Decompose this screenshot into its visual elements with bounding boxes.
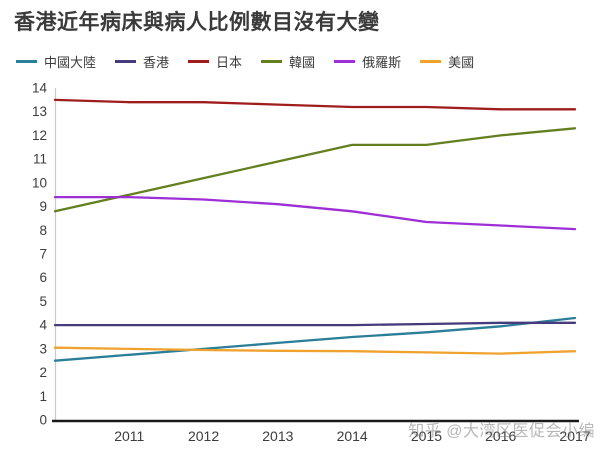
x-tick-label: 2014 [337, 428, 368, 444]
legend-label: 中國大陸 [44, 55, 97, 70]
x-tick-label: 2015 [411, 428, 442, 444]
legend-swatch-icon [261, 60, 283, 63]
legend-swatch-icon [334, 60, 356, 63]
y-tick-label: 1 [39, 389, 47, 404]
series-line-3 [53, 127, 577, 213]
x-axis: 2011 2012 2013 2014 2015 2016 2017 [52, 419, 591, 444]
legend-item-5: 美國 [420, 52, 474, 71]
y-tick-label: 14 [32, 81, 48, 96]
y-tick-label: 4 [39, 318, 47, 333]
legend-item-2: 日本 [188, 52, 242, 71]
x-tick-label: 2016 [485, 428, 516, 444]
y-tick-label: 5 [39, 294, 47, 309]
legend-item-0: 中國大陸 [16, 52, 96, 71]
y-tick-label: 7 [39, 247, 47, 262]
y-tick-label: 11 [33, 152, 47, 167]
legend-item-1: 香港 [115, 52, 169, 71]
x-tick-label: 2012 [188, 428, 219, 444]
chart-legend: 中國大陸 香港 日本 韓國 俄羅斯 美國 [16, 52, 474, 71]
y-tick-label: 13 [32, 104, 47, 119]
y-tick-label: 8 [39, 223, 47, 238]
x-tick-label: 2011 [114, 428, 144, 444]
legend-label: 俄羅斯 [362, 55, 402, 70]
legend-swatch-icon [115, 60, 137, 63]
y-tick-label: 0 [39, 413, 47, 428]
y-tick-label: 9 [39, 199, 47, 214]
y-tick-label: 10 [32, 175, 47, 190]
series-line-4 [53, 195, 577, 231]
x-tick-label: 2017 [559, 428, 590, 444]
legend-swatch-icon [420, 60, 442, 63]
legend-item-4: 俄羅斯 [334, 52, 401, 71]
y-tick-label: 12 [32, 128, 47, 143]
series-line-2 [53, 98, 577, 111]
y-tick-label: 6 [39, 270, 47, 285]
y-tick-label: 2 [39, 365, 47, 380]
legend-label: 香港 [143, 55, 170, 70]
chart-title: 香港近年病床與病人比例數目沒有大變 [14, 11, 380, 34]
series-line-1 [53, 321, 577, 327]
legend-item-3: 韓國 [261, 52, 315, 71]
legend-label: 韓國 [289, 55, 316, 70]
x-tick-label: 2013 [262, 428, 293, 444]
series-line-5 [53, 346, 577, 355]
y-tick-label: 3 [39, 341, 47, 356]
legend-swatch-icon [188, 60, 210, 63]
legend-swatch-icon [16, 60, 37, 63]
series-line-0 [53, 316, 577, 362]
legend-label: 美國 [448, 55, 475, 70]
legend-label: 日本 [216, 55, 243, 70]
